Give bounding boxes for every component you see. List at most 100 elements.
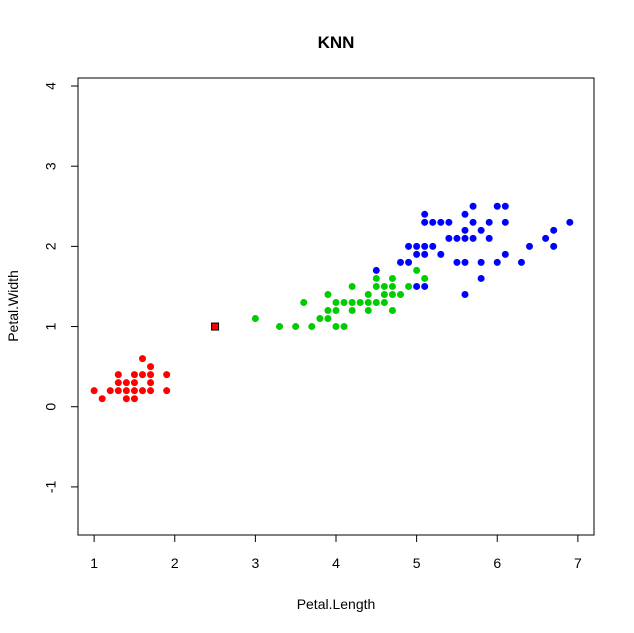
data-point [139, 355, 146, 363]
data-point [364, 307, 372, 315]
data-point [453, 234, 461, 242]
data-point [380, 290, 388, 298]
data-point [437, 250, 445, 258]
data-point [421, 274, 429, 282]
data-point [485, 234, 493, 242]
data-point [461, 290, 469, 298]
x-tick-label: 2 [171, 555, 179, 571]
data-point [421, 210, 429, 218]
y-axis-label: Petal.Width [5, 270, 21, 342]
x-axis-label: Petal.Length [297, 596, 376, 612]
data-point [348, 307, 356, 315]
data-point [550, 226, 558, 234]
data-point [251, 315, 259, 323]
data-point [276, 323, 284, 331]
data-point [421, 250, 429, 258]
y-tick-label: 3 [43, 162, 59, 170]
data-point [542, 234, 550, 242]
data-point [308, 323, 316, 331]
data-point [477, 274, 485, 282]
y-axis: -1 0 1 2 3 4 [43, 82, 79, 493]
data-point [388, 282, 396, 290]
data-point [316, 315, 324, 323]
data-point [566, 218, 574, 226]
data-point [130, 395, 138, 403]
y-tick-label: -1 [43, 480, 59, 493]
data-point [493, 258, 501, 266]
data-point [122, 379, 130, 387]
data-point [388, 307, 396, 315]
data-point [550, 242, 558, 250]
data-point [98, 395, 106, 403]
x-tick-label: 6 [493, 555, 501, 571]
data-point [388, 290, 396, 298]
data-point [461, 258, 469, 266]
chart-title: KNN [318, 33, 355, 52]
data-point [163, 387, 171, 395]
data-point [348, 298, 356, 306]
data-point [130, 379, 138, 387]
data-point [461, 210, 469, 218]
data-point [114, 371, 122, 379]
x-tick-label: 4 [332, 555, 340, 571]
data-point [364, 290, 372, 298]
data-point [501, 202, 509, 210]
data-point [501, 250, 509, 258]
data-point [114, 379, 122, 387]
data-point [139, 371, 146, 379]
data-point [405, 282, 413, 290]
data-point-square [211, 322, 220, 331]
data-point [163, 371, 171, 379]
data-point [413, 282, 421, 290]
data-point [147, 363, 155, 371]
data-point [130, 387, 138, 395]
data-point [372, 298, 380, 306]
data-point [388, 274, 396, 282]
data-point [147, 371, 155, 379]
data-point [461, 226, 469, 234]
data-point [332, 307, 340, 315]
data-point [421, 242, 429, 250]
data-point [397, 258, 404, 266]
data-point [372, 274, 380, 282]
y-tick-label: 4 [43, 82, 59, 90]
data-point [114, 387, 122, 395]
data-point [147, 387, 155, 395]
data-point [413, 250, 421, 258]
data-point [324, 290, 332, 298]
data-point [453, 258, 461, 266]
data-point [332, 323, 340, 331]
y-tick-label: 1 [43, 322, 59, 330]
data-point [413, 266, 421, 274]
data-point [300, 298, 308, 306]
data-point [324, 315, 332, 323]
data-point [340, 298, 348, 306]
data-point [501, 218, 509, 226]
x-tick-label: 1 [90, 555, 98, 571]
data-point [106, 387, 114, 395]
x-tick-label: 3 [251, 555, 259, 571]
y-tick-label: 2 [43, 242, 59, 250]
data-point [147, 379, 155, 387]
data-point [340, 323, 348, 331]
data-points [90, 202, 574, 403]
data-point [380, 282, 388, 290]
data-point [461, 234, 469, 242]
data-point [469, 234, 477, 242]
data-point [421, 282, 429, 290]
data-point [405, 258, 413, 266]
data-point [372, 266, 380, 274]
data-point [517, 258, 525, 266]
data-point [122, 387, 130, 395]
y-tick-label: 0 [43, 403, 59, 411]
data-point [324, 307, 332, 315]
data-point [477, 226, 485, 234]
x-tick-label: 7 [574, 555, 582, 571]
data-point [139, 387, 146, 395]
data-point [356, 298, 364, 306]
data-point [477, 258, 485, 266]
data-point [445, 218, 453, 226]
data-point [405, 242, 413, 250]
data-point [469, 218, 477, 226]
